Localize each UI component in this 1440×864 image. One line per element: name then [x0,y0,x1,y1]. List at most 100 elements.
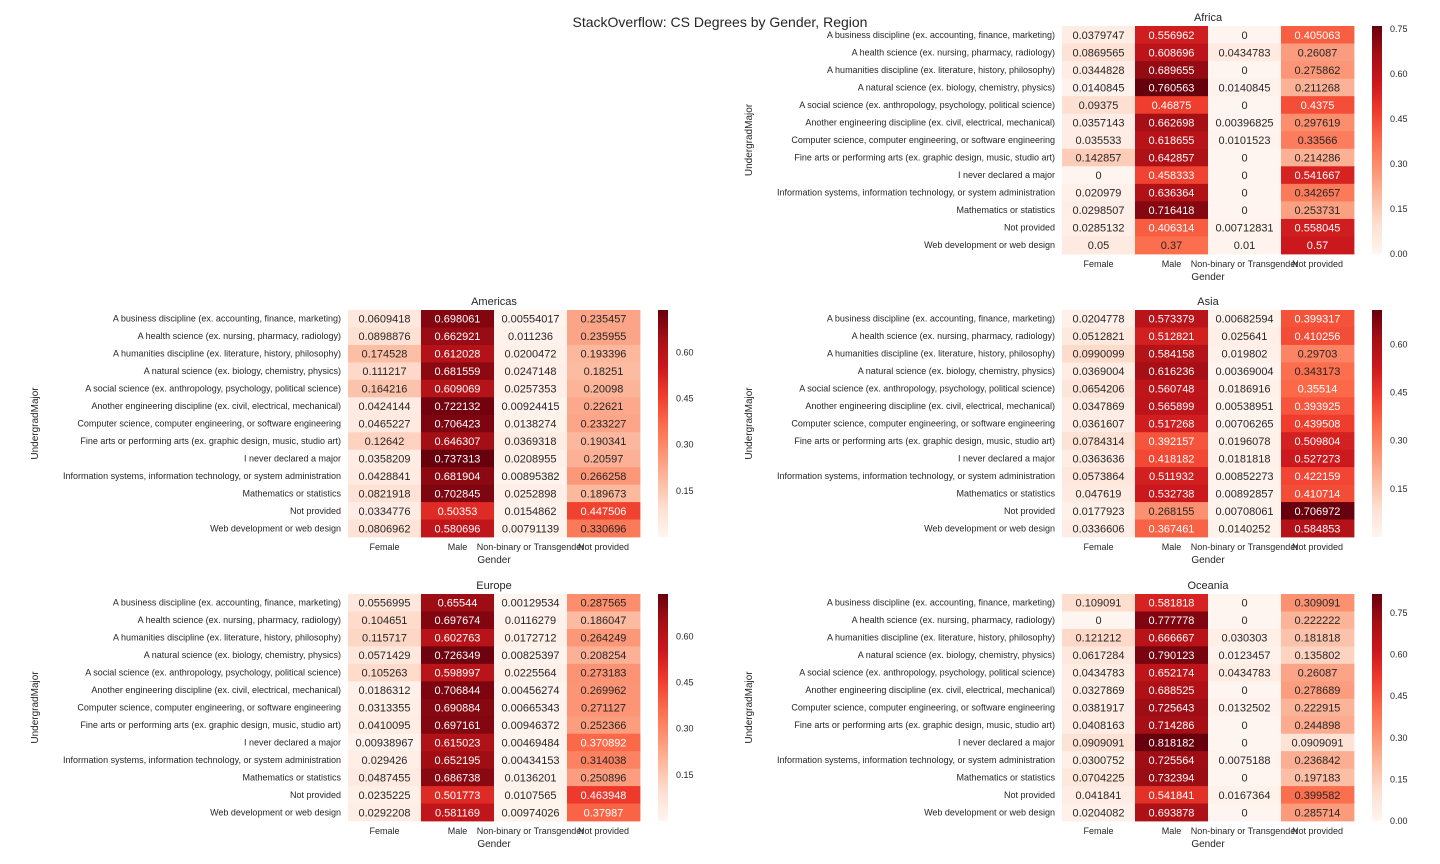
heatmap-cell [1281,344,1355,363]
heatmap-cell [1208,519,1282,538]
heatmap-cell [1208,327,1282,346]
heatmap-cell [1281,397,1355,416]
heatmap-cell [1208,484,1282,503]
cell-label: 0.00129534 [501,598,559,610]
heatmap-cell [421,310,495,328]
row-label: Not provided [1004,790,1055,800]
heatmap-cell [1281,148,1355,167]
heatmap-cell [348,432,422,451]
cell-label: 0.186047 [581,615,627,627]
column-label: Male [1162,542,1182,552]
cell-label: 0.00706265 [1215,419,1273,431]
heatmap-cell [1062,628,1136,647]
heatmap-cell [348,344,422,363]
heatmap-cell [348,519,422,538]
row-label: A humanities discipline (ex. literature,… [113,633,341,643]
heatmap-cell [567,646,641,665]
heatmap-cell [1135,362,1209,381]
heatmap-cell [1062,414,1136,433]
heatmap-cell [348,310,422,328]
row-label: I never declared a major [244,737,341,747]
heatmap-cell [567,594,641,612]
heatmap-cell [494,628,568,647]
cell-label: 0.558045 [1295,223,1341,235]
heatmap-cell [1208,786,1282,804]
heatmap-cell [1062,502,1136,520]
heatmap-cell [1281,751,1355,770]
cell-label: 0.00682594 [1215,314,1273,326]
heatmap-cell [1062,131,1136,150]
y-axis-title: UndergradMajor [744,387,755,460]
heatmap-cell [1135,502,1209,520]
colorbar-tick-label: 0.60 [1390,69,1408,79]
cell-label: 0.0428841 [359,471,411,483]
column-label: Male [1162,259,1182,269]
row-label: Another engineering discipline (ex. civi… [91,401,341,411]
heatmap-cell [1281,183,1355,202]
cell-label: 0.030303 [1222,633,1268,645]
cell-label: 0.686738 [435,772,481,784]
cell-label: 0.0167364 [1219,790,1271,802]
row-label: Another engineering discipline (ex. civi… [805,685,1055,695]
cell-label: 0.0821918 [359,488,411,500]
cell-label: 0.00946372 [501,720,559,732]
cell-label: 0.458333 [1149,170,1195,182]
colorbar-tick-label: 0.75 [1390,608,1408,618]
heatmap-cell [1062,26,1136,44]
heatmap-cell [1208,646,1282,665]
colorbar-tick-label: 0.30 [1390,436,1408,446]
cell-label: 0.0410095 [359,720,411,732]
heatmap-cell [494,397,568,416]
row-label: Information systems, information technol… [63,755,341,765]
cell-label: 0.0235225 [359,790,411,802]
row-label: Computer science, computer engineering, … [791,135,1055,145]
cell-label: 0.615023 [435,737,481,749]
heatmap-cell [1281,768,1355,787]
cell-label: 0 [1241,615,1247,627]
heatmap-cell [494,716,568,735]
cell-label: 0.0123457 [1219,650,1271,662]
colorbar-tick-label: 0.60 [676,347,694,357]
cell-label: 0.447506 [581,506,627,518]
heatmap-cell [1135,344,1209,363]
heatmap-cell [1062,449,1136,468]
heatmap-cell [1062,397,1136,416]
panel-title: Africa [1194,12,1223,24]
heatmap-cell [567,362,641,381]
cell-label: 0.00712831 [1215,223,1273,235]
cell-label: 0.244898 [1295,720,1341,732]
cell-label: 0.275862 [1295,65,1341,77]
cell-label: 0.706844 [435,685,481,697]
row-label: Another engineering discipline (ex. civi… [805,117,1055,127]
row-label: Computer science, computer engineering, … [791,419,1055,429]
heatmap-panel: Oceania 0.109091 0.581818 0 0.309091 0 0.77777… [744,580,1408,850]
heatmap-cell [1281,432,1355,451]
cell-label: 0.652195 [435,755,481,767]
heatmap-cell [1062,698,1136,717]
heatmap-cell [1281,646,1355,665]
row-label: A natural science (ex. biology, chemistr… [858,650,1055,660]
heatmap-cell [494,611,568,630]
heatmap-cell [1208,663,1282,682]
heatmap-cell [1062,484,1136,503]
row-label: Computer science, computer engineering, … [77,419,341,429]
cell-label: 0.0327869 [1073,685,1125,697]
cell-label: 0.646307 [435,436,481,448]
cell-label: 0.115717 [362,633,407,645]
colorbar [658,310,668,537]
cell-label: 0.688525 [1149,685,1195,697]
heatmap-cell [1281,519,1355,538]
heatmap-cell [567,663,641,682]
column-label: Female [1083,826,1113,836]
cell-label: 0.399317 [1295,314,1341,326]
cell-label: 0.00708061 [1215,506,1273,518]
cell-label: 0.0107565 [505,790,557,802]
cell-label: 0.193396 [581,349,627,361]
row-label: A social science (ex. anthropology, psyc… [85,668,341,678]
cell-label: 0.0434783 [1073,668,1125,680]
column-label: Not provided [1292,542,1343,552]
column-label: Non-binary or Transgender [477,542,585,552]
cell-label: 0.309091 [1295,598,1341,610]
cell-label: 0.121212 [1076,633,1122,645]
